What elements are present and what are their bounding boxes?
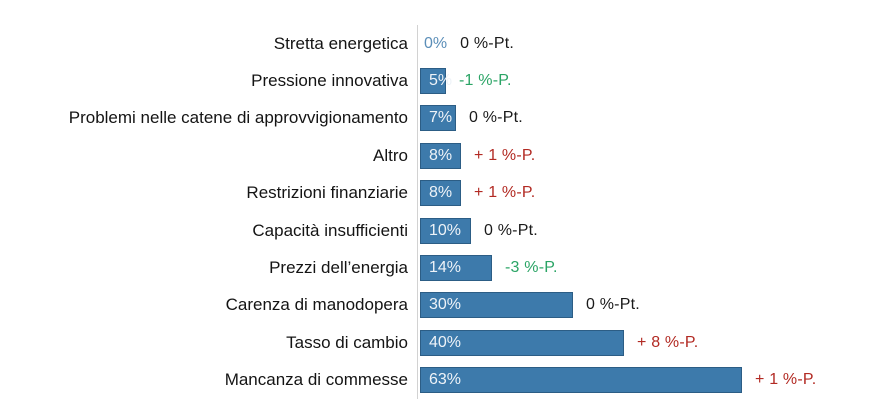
bar: 14% [420, 255, 492, 282]
chart-row: Carenza di manodopera 30% 0 %-Pt. [0, 286, 879, 325]
bar-value-label: 10% [429, 221, 462, 239]
chart-row: Tasso di cambio 40% + 8 %-P. [0, 324, 879, 362]
bar: 40% [420, 329, 624, 356]
delta-label: 0 %-Pt. [586, 296, 640, 314]
category-label: Mancanza di commesse [224, 370, 408, 390]
plot-area: 8% + 1 %-P. [417, 137, 879, 175]
bar-value-label: 30% [429, 296, 462, 314]
bar: 30% [420, 292, 573, 319]
delta-label: -1 %-P. [459, 72, 512, 90]
bar: 5% [420, 68, 452, 95]
chart-row: Restrizioni finanziarie 8% + 1 %-P. [0, 174, 879, 212]
chart-rows: Stretta energetica 0% 0 %-Pt. Pressione … [0, 25, 879, 399]
chart-row: Pressione innovativa 5% -1 %-P. [0, 62, 879, 100]
bar: 10% [420, 217, 471, 244]
category-label: Pressione innovativa [251, 71, 408, 91]
bar-value-label: 63% [429, 371, 462, 389]
category-label: Carenza di manodopera [225, 295, 408, 315]
delta-label: 0 %-Pt. [484, 221, 538, 239]
delta-label: + 1 %-P. [755, 371, 817, 389]
plot-area: 30% 0 %-Pt. [417, 286, 879, 325]
delta-label: + 8 %-P. [637, 333, 699, 351]
plot-area: 5% -1 %-P. [417, 62, 879, 100]
category-label: Altro [373, 145, 408, 165]
delta-label: -3 %-P. [505, 259, 558, 277]
category-label: Problemi nelle catene di approvvigioname… [68, 108, 408, 128]
bar-value-label-outside: 0% [424, 34, 448, 52]
bar: 8% [420, 142, 461, 169]
chart-row: Capacità insufficienti 10% 0 %-Pt. [0, 211, 879, 250]
chart-row: Problemi nelle catene di approvvigioname… [0, 99, 879, 138]
bar: 8% [420, 180, 461, 207]
category-label: Restrizioni finanziarie [246, 183, 408, 203]
bar-value-label: 5% [429, 72, 453, 90]
category-label: Stretta energetica [273, 33, 408, 53]
plot-area: 8% + 1 %-P. [417, 174, 879, 212]
plot-area: 40% + 8 %-P. [417, 324, 879, 362]
bar-value-label: 8% [429, 184, 453, 202]
plot-area: 63% + 1 %-P. [417, 361, 879, 399]
delta-label: 0 %-Pt. [460, 34, 514, 52]
category-label: Prezzi dell’energia [269, 258, 408, 278]
category-label: Tasso di cambio [286, 332, 408, 352]
chart-row: Altro 8% + 1 %-P. [0, 137, 879, 175]
bar: 7% [420, 105, 456, 132]
delta-label: + 1 %-P. [474, 184, 536, 202]
chart-row: Mancanza di commesse 63% + 1 %-P. [0, 361, 879, 399]
plot-area: 0% 0 %-Pt. [417, 25, 879, 63]
bar-value-label: 8% [429, 146, 453, 164]
plot-area: 7% 0 %-Pt. [417, 99, 879, 138]
plot-area: 14% -3 %-P. [417, 249, 879, 287]
category-label: Capacità insufficienti [252, 220, 408, 240]
delta-label: 0 %-Pt. [469, 109, 523, 127]
delta-label: + 1 %-P. [474, 146, 536, 164]
bar-value-label: 40% [429, 333, 462, 351]
chart-row: Stretta energetica 0% 0 %-Pt. [0, 25, 879, 63]
chart-row: Prezzi dell’energia 14% -3 %-P. [0, 249, 879, 287]
bar-value-label: 7% [429, 109, 453, 127]
bar: 63% [420, 367, 742, 394]
plot-area: 10% 0 %-Pt. [417, 211, 879, 250]
bar-value-label: 14% [429, 259, 462, 277]
